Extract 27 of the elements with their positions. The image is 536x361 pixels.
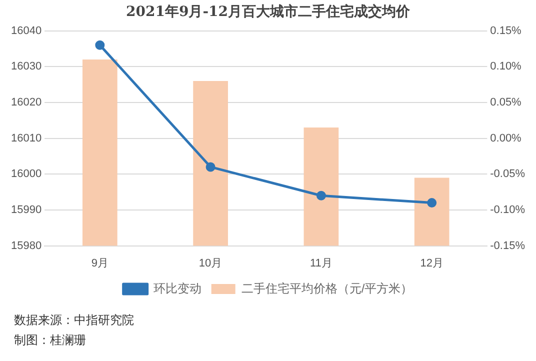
y2-tick-label: -0.15% bbox=[490, 240, 526, 252]
y2-tick-label: 0.00% bbox=[490, 132, 522, 144]
point bbox=[427, 198, 437, 208]
y-tick-label: 15980 bbox=[10, 240, 42, 252]
legend-label: 二手住宅平均价格（元/平方米） bbox=[241, 281, 413, 296]
x-tick-label: 11月 bbox=[310, 257, 332, 270]
y2-tick-label: 0.15% bbox=[490, 24, 522, 37]
text: 制图：桂澜珊 bbox=[14, 332, 87, 349]
point bbox=[206, 162, 216, 172]
y-tick-label: 16040 bbox=[10, 24, 42, 37]
point bbox=[95, 40, 105, 50]
y-tick-label: 16000 bbox=[10, 168, 42, 180]
x-tick-label: 9月 bbox=[91, 257, 108, 270]
source-note: 数据来源：中指研究院 bbox=[14, 312, 134, 329]
x-tick-label: 12月 bbox=[420, 257, 444, 270]
y-tick-label: 16020 bbox=[10, 96, 42, 108]
y2-tick-label: -0.10% bbox=[490, 204, 526, 216]
y-tick-label: 16030 bbox=[10, 60, 42, 73]
y2-tick-label: -0.05% bbox=[490, 168, 526, 180]
legend-label: 环比变动 bbox=[153, 281, 202, 296]
y-tick-label: 16010 bbox=[10, 132, 42, 144]
y2-tick-label: 0.05% bbox=[490, 96, 522, 108]
x-tick-label: 10月 bbox=[198, 257, 222, 270]
y2-tick-label: 0.10% bbox=[490, 60, 522, 73]
y-tick-label: 15990 bbox=[10, 204, 42, 216]
point bbox=[316, 190, 326, 200]
chart-title: 2021年9月-12月百大城市二手住宅成交均价 bbox=[126, 3, 411, 20]
